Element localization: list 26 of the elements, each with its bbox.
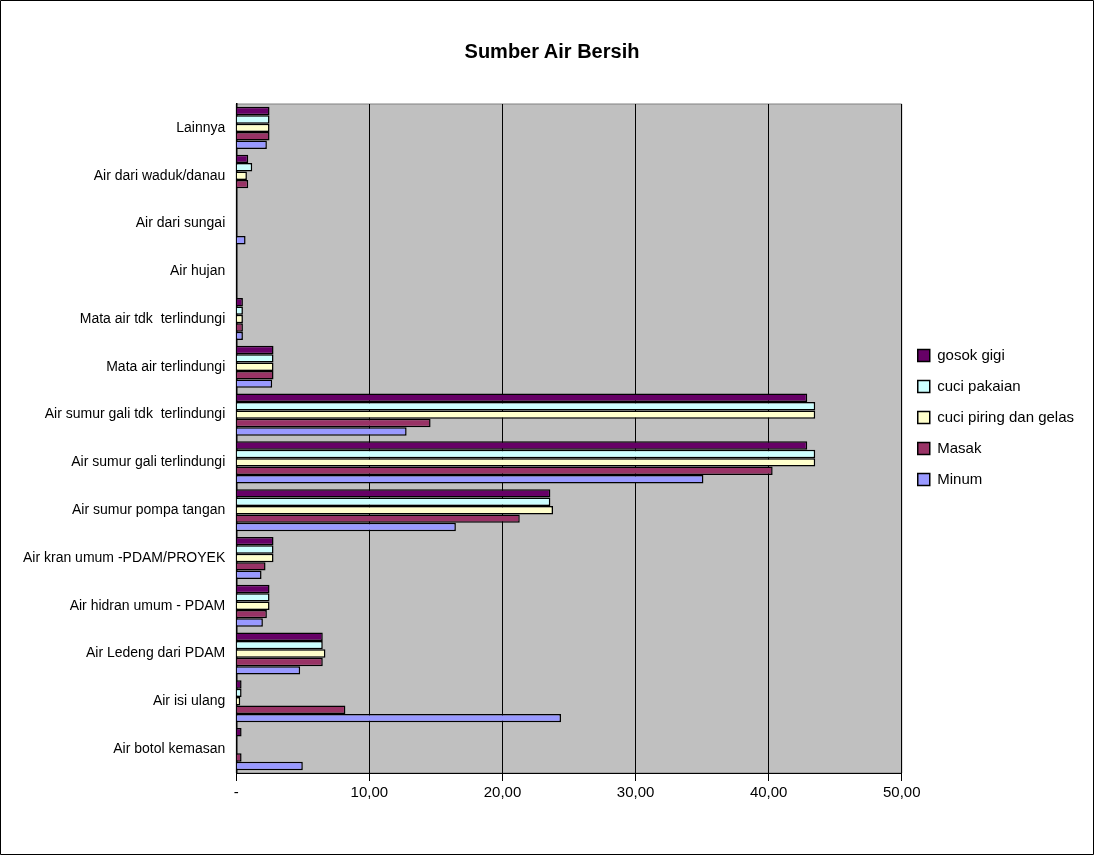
y-tick-label: Air sumur gali tdk terlindungi bbox=[44, 405, 226, 422]
x-tick-label: - bbox=[233, 783, 239, 801]
y-tick-label: Air hujan bbox=[170, 262, 226, 279]
y-tick-label: Lainnya bbox=[176, 118, 226, 135]
y-tick-label: Air sumur gali terlindungi bbox=[71, 453, 226, 470]
x-tick-label: 20,00 bbox=[483, 783, 522, 801]
legend-label: Minum bbox=[937, 469, 983, 487]
legend-label: cuci pakaian bbox=[937, 376, 1021, 394]
legend-label: cuci piring dan gelas bbox=[937, 407, 1075, 425]
y-tick-label: Air botol kemasan bbox=[113, 739, 226, 756]
x-tick-label: 30,00 bbox=[616, 783, 655, 801]
y-tick-label: Mata air terlindungi bbox=[106, 357, 226, 374]
x-tick-label: 40,00 bbox=[749, 783, 788, 801]
y-tick-label: Air hidran umum - PDAM bbox=[69, 596, 226, 613]
y-tick-label: Air kran umum -PDAM/PROYEK bbox=[23, 548, 226, 565]
legend-label: gosok gigi bbox=[937, 345, 1005, 363]
x-tick-label: 50,00 bbox=[882, 783, 921, 801]
chart-title: Sumber Air Bersih bbox=[464, 39, 640, 62]
y-tick-label: Air sumur pompa tangan bbox=[71, 501, 226, 518]
y-tick-label: Air isi ulang bbox=[152, 692, 226, 709]
y-tick-label: Air dari sungai bbox=[135, 214, 226, 231]
y-tick-label: Air dari waduk/danau bbox=[93, 166, 226, 183]
y-tick-label: Mata air tdk terlindungi bbox=[79, 309, 226, 326]
x-tick-label: 10,00 bbox=[350, 783, 389, 801]
legend-label: Masak bbox=[937, 438, 982, 456]
y-tick-label: Air Ledeng dari PDAM bbox=[85, 644, 226, 661]
